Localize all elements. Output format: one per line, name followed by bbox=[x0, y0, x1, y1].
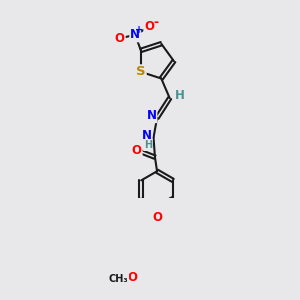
Text: N: N bbox=[146, 109, 156, 122]
Text: N: N bbox=[130, 28, 140, 41]
Text: +: + bbox=[135, 25, 143, 35]
Text: O: O bbox=[152, 211, 162, 224]
Text: -: - bbox=[153, 16, 158, 29]
Text: N: N bbox=[142, 129, 152, 142]
Text: H: H bbox=[175, 89, 184, 102]
Text: S: S bbox=[136, 65, 146, 78]
Text: H: H bbox=[144, 140, 152, 150]
Text: O: O bbox=[115, 32, 125, 45]
Text: CH₃: CH₃ bbox=[109, 274, 129, 284]
Text: O: O bbox=[144, 20, 154, 33]
Text: O: O bbox=[128, 271, 138, 284]
Text: O: O bbox=[132, 144, 142, 157]
